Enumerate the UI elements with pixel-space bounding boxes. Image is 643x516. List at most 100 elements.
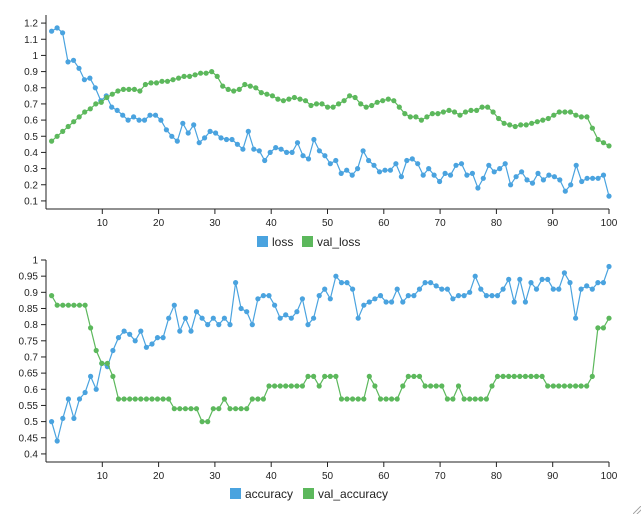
data-point-val_accuracy[interactable] (584, 383, 590, 389)
data-point-loss[interactable] (125, 117, 131, 123)
data-point-val_loss[interactable] (269, 93, 275, 99)
legend-label[interactable]: val_loss (317, 235, 360, 249)
data-point-val_loss[interactable] (413, 114, 419, 120)
data-point-val_accuracy[interactable] (316, 383, 322, 389)
data-point-val_accuracy[interactable] (400, 383, 406, 389)
data-point-val_loss[interactable] (474, 107, 480, 113)
data-point-accuracy[interactable] (216, 322, 222, 328)
data-point-val_loss[interactable] (297, 96, 303, 102)
data-point-val_loss[interactable] (291, 94, 297, 101)
data-point-accuracy[interactable] (405, 293, 411, 299)
data-point-val_loss[interactable] (435, 111, 441, 117)
data-point-val_accuracy[interactable] (188, 406, 194, 412)
data-point-accuracy[interactable] (233, 280, 239, 286)
data-point-val_loss[interactable] (451, 109, 458, 115)
data-point-loss[interactable] (562, 188, 568, 194)
data-point-loss[interactable] (529, 180, 536, 186)
data-point-loss[interactable] (497, 166, 503, 172)
data-point-val_accuracy[interactable] (110, 373, 116, 379)
data-point-loss[interactable] (223, 136, 230, 143)
data-point-val_accuracy[interactable] (416, 373, 423, 379)
data-point-val_accuracy[interactable] (305, 373, 311, 379)
data-point-accuracy[interactable] (210, 315, 216, 321)
data-point-val_accuracy[interactable] (372, 383, 378, 389)
data-point-accuracy[interactable] (244, 309, 250, 315)
data-point-accuracy[interactable] (171, 302, 177, 308)
data-point-val_accuracy[interactable] (355, 396, 361, 402)
data-point-loss[interactable] (196, 140, 202, 146)
data-point-val_loss[interactable] (49, 138, 55, 144)
data-point-accuracy[interactable] (227, 322, 233, 328)
data-point-loss[interactable] (600, 172, 607, 178)
data-point-loss[interactable] (420, 172, 426, 178)
data-point-loss[interactable] (174, 138, 180, 144)
data-point-val_loss[interactable] (319, 101, 325, 107)
data-point-loss[interactable] (169, 133, 175, 139)
data-point-accuracy[interactable] (550, 286, 556, 292)
data-point-loss[interactable] (606, 193, 612, 199)
data-point-val_loss[interactable] (347, 93, 353, 99)
data-point-accuracy[interactable] (361, 302, 367, 308)
data-point-accuracy[interactable] (260, 293, 266, 299)
data-point-accuracy[interactable] (533, 286, 540, 292)
data-point-val_accuracy[interactable] (545, 383, 551, 389)
data-point-val_accuracy[interactable] (322, 373, 328, 379)
data-point-accuracy[interactable] (143, 344, 149, 350)
data-point-loss[interactable] (81, 77, 87, 83)
data-point-val_loss[interactable] (198, 70, 204, 76)
data-point-val_loss[interactable] (363, 104, 369, 110)
data-point-val_loss[interactable] (214, 73, 220, 79)
data-point-loss[interactable] (234, 141, 240, 147)
data-point-accuracy[interactable] (377, 293, 384, 299)
data-point-accuracy[interactable] (127, 331, 133, 337)
data-point-val_loss[interactable] (374, 99, 380, 105)
data-point-val_loss[interactable] (496, 115, 502, 122)
data-point-accuracy[interactable] (578, 286, 584, 292)
data-point-accuracy[interactable] (528, 280, 534, 286)
data-point-accuracy[interactable] (149, 341, 155, 347)
data-point-val_loss[interactable] (578, 114, 585, 120)
data-point-val_loss[interactable] (336, 101, 342, 107)
data-point-val_loss[interactable] (589, 125, 596, 131)
data-point-val_loss[interactable] (93, 101, 99, 107)
data-point-val_loss[interactable] (308, 102, 314, 109)
data-point-accuracy[interactable] (82, 389, 88, 396)
data-point-val_loss[interactable] (595, 136, 601, 143)
data-point-accuracy[interactable] (60, 415, 66, 421)
data-point-loss[interactable] (458, 161, 465, 167)
data-point-accuracy[interactable] (511, 299, 517, 305)
data-point-loss[interactable] (546, 172, 552, 178)
data-point-accuracy[interactable] (494, 293, 501, 299)
data-point-val_accuracy[interactable] (227, 406, 233, 412)
data-point-loss[interactable] (540, 177, 547, 183)
data-point-val_accuracy[interactable] (444, 396, 450, 402)
data-point-accuracy[interactable] (333, 273, 339, 279)
data-point-accuracy[interactable] (266, 293, 272, 299)
data-point-accuracy[interactable] (489, 293, 495, 299)
data-point-accuracy[interactable] (76, 396, 83, 402)
data-point-accuracy[interactable] (121, 328, 127, 334)
data-point-loss[interactable] (185, 130, 191, 136)
data-point-val_accuracy[interactable] (511, 373, 517, 379)
data-point-accuracy[interactable] (539, 276, 545, 282)
data-point-val_accuracy[interactable] (311, 373, 317, 379)
legend-item-val_accuracy[interactable]: val_accuracy (303, 487, 388, 501)
data-point-val_accuracy[interactable] (160, 396, 166, 402)
data-point-accuracy[interactable] (439, 286, 445, 292)
data-point-accuracy[interactable] (277, 315, 283, 321)
data-point-val_accuracy[interactable] (394, 396, 400, 402)
data-point-val_accuracy[interactable] (93, 347, 99, 354)
data-point-accuracy[interactable] (478, 286, 484, 292)
legend-swatch[interactable] (257, 236, 268, 247)
data-point-loss[interactable] (163, 127, 169, 133)
data-point-loss[interactable] (109, 104, 115, 110)
data-point-val_accuracy[interactable] (500, 373, 506, 379)
data-point-accuracy[interactable] (199, 315, 205, 321)
data-point-loss[interactable] (251, 146, 257, 152)
data-point-val_loss[interactable] (358, 101, 364, 107)
data-point-val_accuracy[interactable] (522, 373, 529, 379)
data-point-val_loss[interactable] (104, 94, 110, 101)
data-point-val_accuracy[interactable] (589, 373, 595, 379)
data-point-accuracy[interactable] (350, 286, 356, 292)
data-point-val_loss[interactable] (137, 88, 143, 94)
